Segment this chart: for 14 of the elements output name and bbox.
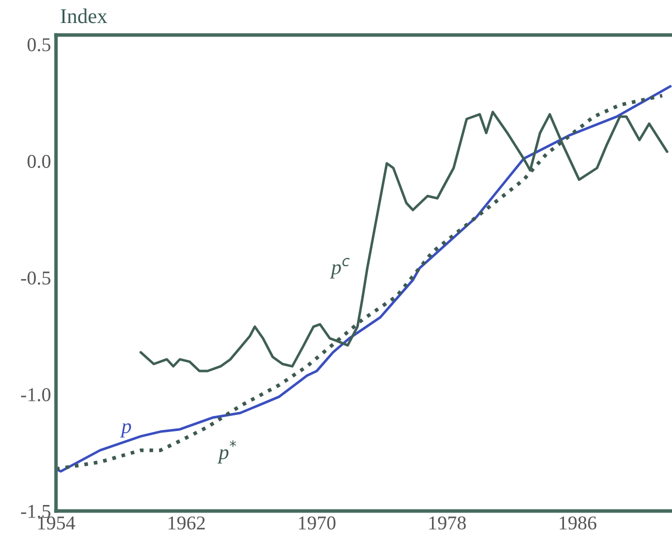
y-tick-label: -1.5 [21, 504, 50, 518]
y-axis-title: Index [60, 8, 108, 24]
series-label: p$^{*}$ [217, 440, 236, 464]
y-tick-label: 0.0 [28, 154, 50, 168]
x-tick-label: 1954 [38, 516, 76, 530]
y-tick-label: -1.0 [21, 388, 50, 402]
x-tick-label: 1978 [429, 516, 466, 530]
x-tick-label: 1970 [299, 516, 336, 530]
series-label: p [120, 423, 132, 438]
series-label: p$^{c}$ [330, 258, 350, 278]
y-tick-label: 0.5 [28, 38, 50, 52]
y-tick-label: -0.5 [21, 271, 50, 285]
x-tick-label: 1962 [168, 516, 205, 530]
x-tick-label: 1986 [560, 516, 596, 530]
